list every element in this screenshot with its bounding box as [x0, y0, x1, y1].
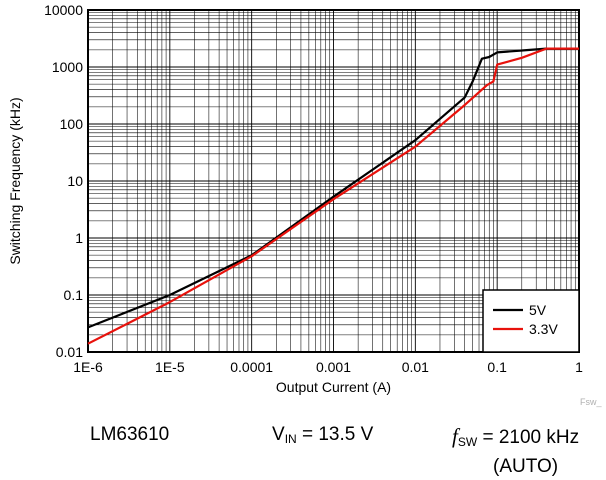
figure-watermark: Fsw_ — [580, 397, 602, 407]
y-tick-label: 10 — [67, 173, 83, 189]
x-tick-label: 0.01 — [402, 359, 429, 375]
tick-labels: 1E-6 1E-5 0.0001 0.001 0.01 0.1 1 10000 1000 100 1… — [44, 2, 583, 375]
fsw-subscript: SW — [457, 435, 478, 449]
legend-entry-label: 5V — [529, 302, 547, 318]
x-tick-label: 1E-5 — [155, 359, 185, 375]
y-tick-label: 1000 — [52, 59, 83, 75]
input-voltage-caption: VIN = 13.5 V — [272, 424, 373, 446]
legend-entry-label: 3.3V — [529, 321, 558, 337]
switching-frequency-caption: fSW = 2100 kHz — [452, 424, 579, 449]
vin-symbol: V — [272, 424, 285, 445]
chart-grid — [87, 10, 579, 353]
frequency-mode-caption: (AUTO) — [493, 456, 559, 477]
y-tick-label: 1 — [75, 230, 83, 246]
device-name-caption: LM63610 — [90, 424, 170, 445]
fsw-value: = 2100 kHz — [477, 427, 580, 448]
vin-value: = 13.5 V — [296, 424, 374, 445]
y-tick-label: 10000 — [44, 2, 83, 18]
x-axis-title: Output Current (A) — [276, 379, 391, 395]
switching-frequency-chart: 1E-6 1E-5 0.0001 0.001 0.01 0.1 1 10000 1000 100 1… — [7, 2, 602, 407]
x-tick-label: 1 — [575, 359, 583, 375]
legend-box — [482, 289, 580, 353]
x-tick-label: 0.001 — [316, 359, 351, 375]
x-tick-label: 0.0001 — [230, 359, 273, 375]
y-tick-label: 0.01 — [56, 344, 83, 360]
vin-subscript: IN — [284, 432, 297, 446]
legend: 5V 3.3V — [482, 289, 580, 353]
plot-frame — [87, 9, 580, 353]
y-axis-title: Switching Frequency (kHz) — [7, 97, 23, 264]
fsw-symbol: f — [452, 424, 458, 448]
series-layer — [87, 47, 579, 345]
series-line-3-3v — [87, 47, 579, 345]
y-tick-label: 0.1 — [64, 287, 84, 303]
y-tick-label: 100 — [60, 116, 84, 132]
x-tick-label: 0.1 — [487, 359, 507, 375]
x-tick-label: 1E-6 — [73, 359, 103, 375]
